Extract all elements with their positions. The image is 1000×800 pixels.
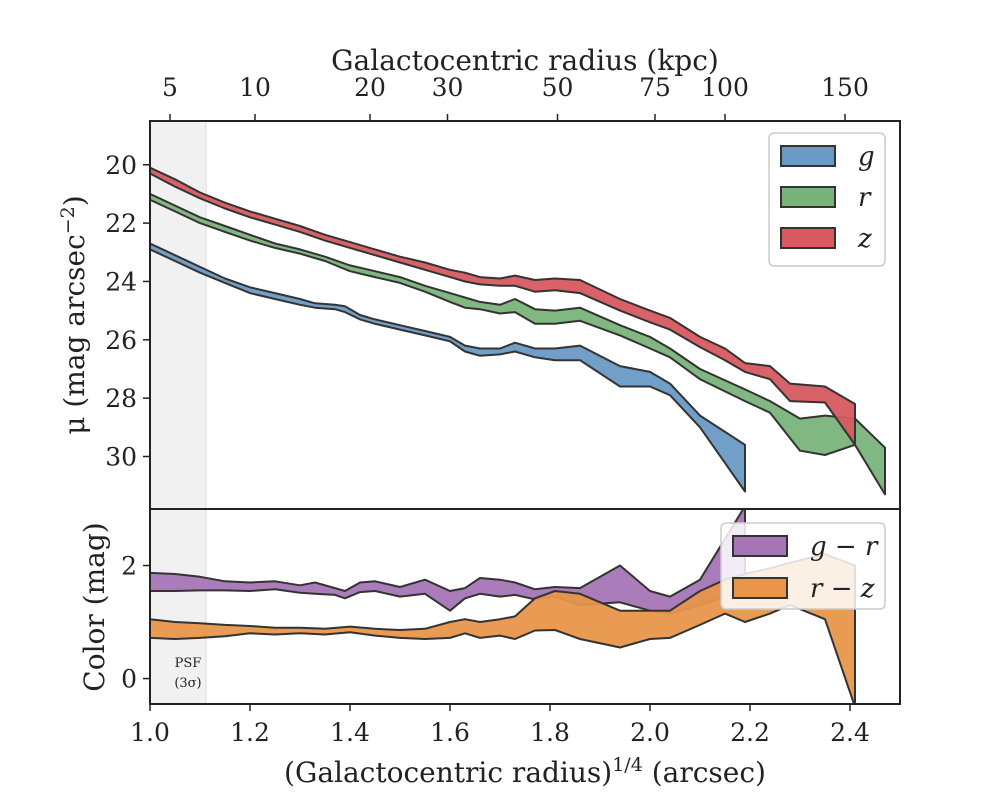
legend-label-z: z — [857, 224, 872, 254]
kpc-tick-label: 20 — [354, 73, 386, 102]
surface-brightness-axis-title-close: ) — [58, 195, 91, 206]
surface-brightness-axis-title: μ (mag arcsec−2) — [57, 195, 91, 434]
band-r — [150, 192, 886, 496]
surface-brightness-axis-title-exponent: −2 — [57, 206, 79, 234]
x-axis-title-exponent: 1/4 — [612, 754, 643, 776]
kpc-tick-label: 50 — [542, 73, 574, 102]
x-tick-label: 1.8 — [530, 718, 570, 747]
x-axis-title-main: (Galactocentric radius) — [284, 756, 612, 789]
legend-swatch-r — [780, 186, 836, 208]
band-g — [150, 242, 746, 493]
x-tick-label: 1.2 — [230, 718, 270, 747]
color-frame — [149, 508, 901, 705]
kpc-tick-label: 150 — [821, 73, 869, 102]
color-axis-title: Color (mag) — [78, 522, 111, 691]
kpc-tick-label: 5 — [162, 73, 178, 102]
psf-sigma-label: (3σ) — [174, 676, 201, 691]
x-axis-title-unit: (arcsec) — [643, 756, 766, 789]
band-r-minus-z — [150, 553, 856, 704]
psf-label: PSF — [175, 656, 202, 671]
radius-arcsec-ticks: 1.0 1.2 1.4 1.6 1.8 2.0 2.2 2.4 — [130, 704, 870, 747]
band-z — [150, 166, 856, 446]
legend-label-r-minus-z: r − z — [810, 574, 875, 604]
x-tick-label: 2.2 — [730, 718, 770, 747]
psf-band-top — [150, 121, 206, 509]
x-tick-label: 1.4 — [330, 718, 370, 747]
kpc-tick-label: 100 — [701, 73, 749, 102]
color-panel: PSF (3σ) 02 1.0 1.2 1.4 1.6 1.8 2.0 2.2 2.4 Col… — [78, 508, 901, 789]
color-legend: g − r r − z — [720, 522, 886, 610]
legend-label-g-minus-r: g − r — [810, 532, 879, 562]
y-tick-label: 20 — [105, 151, 137, 180]
color-y-tick-label: 0 — [121, 665, 137, 694]
surface-brightness-y-ticks: 20 22 24 26 28 30 — [105, 151, 150, 471]
y-tick-label: 24 — [105, 267, 137, 296]
color-y-ticks: 02 — [121, 552, 150, 694]
x-axis-title: (Galactocentric radius)1/4 (arcsec) — [284, 754, 766, 789]
x-tick-label: 1.0 — [130, 718, 170, 747]
legend-swatch-z — [780, 227, 836, 249]
legend-label-g: g — [858, 142, 875, 172]
y-tick-label: 30 — [105, 442, 137, 471]
x-tick-label: 2.0 — [630, 718, 670, 747]
y-tick-label: 28 — [105, 384, 137, 413]
legend-swatch-g-minus-r — [732, 535, 788, 557]
kpc-tick-label: 10 — [239, 73, 271, 102]
psf-band-bottom — [150, 509, 206, 704]
kpc-tick-label: 30 — [432, 73, 464, 102]
x-tick-label: 2.4 — [830, 718, 870, 747]
legend-swatch-r-minus-z — [732, 577, 788, 599]
surface-brightness-series — [150, 166, 886, 496]
y-tick-label: 22 — [105, 209, 137, 238]
x-tick-label: 1.6 — [430, 718, 470, 747]
radius-kpc-ticks: 5 10 20 30 50 75 100 150 — [162, 73, 869, 121]
band-g-minus-r — [150, 509, 746, 615]
legend-label-r: r — [858, 183, 872, 213]
surface-brightness-axis-title-main: μ (mag arcsec — [58, 234, 91, 434]
legend-swatch-g — [780, 145, 836, 167]
kpc-tick-label: 75 — [639, 73, 671, 102]
surface-brightness-legend: grz — [768, 132, 886, 267]
surface-brightness-panel: 20 22 24 26 28 30 5 10 20 30 50 75 100 150 Galactoce… — [57, 44, 901, 510]
color-y-tick-label: 2 — [121, 552, 137, 581]
top-axis-title: Galactocentric radius (kpc) — [331, 44, 719, 77]
y-tick-label: 26 — [105, 326, 137, 355]
